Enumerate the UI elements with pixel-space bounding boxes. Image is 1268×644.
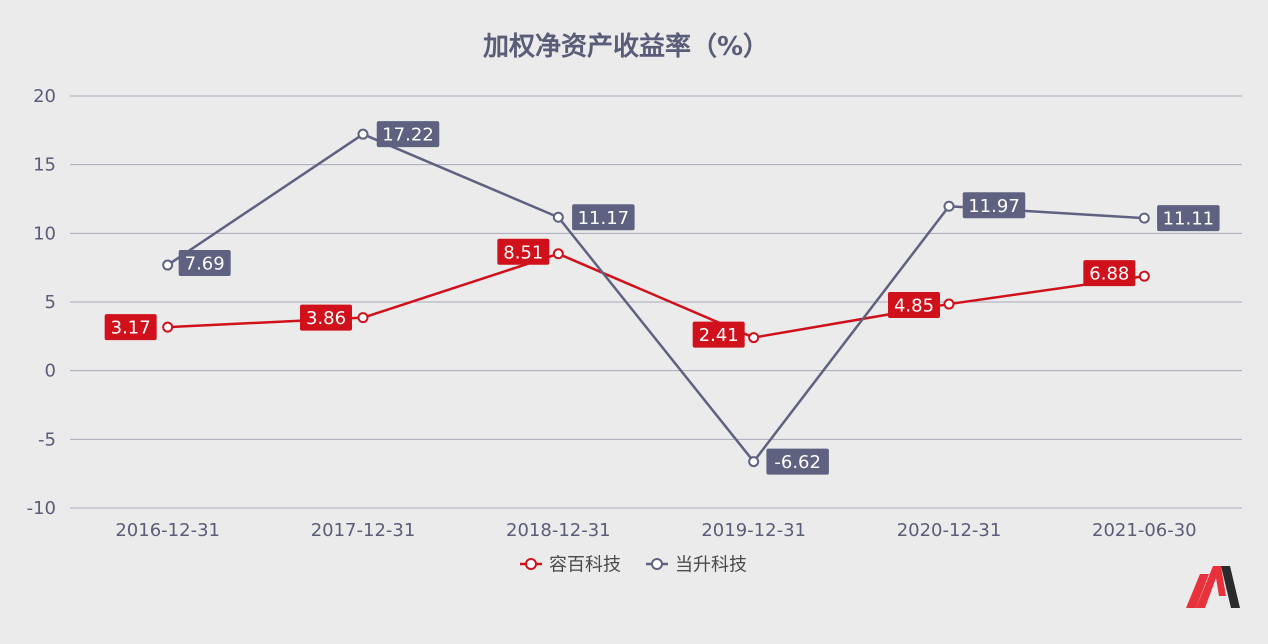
legend-marker <box>525 558 537 570</box>
x-axis: 2016-12-31 2017-12-31 2018-12-31 2019-12-31… <box>115 520 1196 541</box>
data-point <box>552 248 564 260</box>
data-point <box>748 456 760 468</box>
data-label-box <box>692 321 745 348</box>
x-tick-label: 2021-06-30 <box>1092 520 1197 541</box>
data-point <box>1138 212 1150 224</box>
data-label: 7.69 <box>185 254 225 275</box>
y-tick-label: 10 <box>33 223 56 244</box>
data-point <box>943 200 955 212</box>
data-label: 11.97 <box>968 196 1020 217</box>
data-label-box <box>300 304 352 331</box>
x-tick-label: 2017-12-31 <box>311 520 416 541</box>
legend-label: 当升科技 <box>675 555 747 576</box>
data-point <box>357 128 369 140</box>
data-point <box>748 332 760 344</box>
data-label: 3.17 <box>111 318 151 339</box>
data-label: 3.86 <box>306 308 346 329</box>
data-label-box <box>962 192 1026 219</box>
data-label: -6.62 <box>774 452 821 473</box>
data-label: 11.17 <box>578 208 630 229</box>
data-point <box>1138 270 1150 282</box>
data-point <box>162 321 174 333</box>
data-point <box>552 211 564 223</box>
y-axis: 20 15 10 5 0 -5 -10 <box>27 86 56 519</box>
data-label: 4.85 <box>894 296 934 317</box>
x-tick-label: 2019-12-31 <box>701 520 806 541</box>
y-tick-label: 0 <box>45 361 56 382</box>
data-label: 2.41 <box>699 325 739 346</box>
y-tick-label: 5 <box>45 292 56 313</box>
data-label-box <box>888 292 940 319</box>
legend: 容百科技 当升科技 <box>520 555 747 576</box>
series-1: 3.17 3.86 8.51 2.41 4.85 6.88 <box>104 238 1150 348</box>
y-tick-label: 20 <box>33 86 56 107</box>
data-label-box <box>572 204 635 231</box>
data-label: 8.51 <box>503 242 543 263</box>
x-tick-label: 2020-12-31 <box>897 520 1002 541</box>
data-label: 6.88 <box>1089 264 1129 285</box>
data-label: 11.11 <box>1163 209 1215 230</box>
data-label-box <box>497 238 550 265</box>
grid-lines <box>70 95 1242 509</box>
data-label-box <box>104 314 157 341</box>
data-label-box <box>178 250 231 277</box>
data-point <box>357 312 369 324</box>
data-point <box>943 298 955 310</box>
series-group: 3.17 3.86 8.51 2.41 4.85 6.88 7.69 17.22 11.17 -6… <box>104 121 1220 475</box>
data-point <box>162 259 174 271</box>
data-label-box <box>766 448 829 475</box>
data-label-box <box>1157 205 1220 232</box>
y-tick-label: 15 <box>33 155 56 176</box>
series-2: 7.69 17.22 11.17 -6.62 11.97 11.11 <box>162 121 1220 475</box>
y-tick-label: -10 <box>27 498 56 519</box>
legend-label: 容百科技 <box>549 555 621 576</box>
data-label-box <box>1083 260 1136 287</box>
legend-marker <box>651 558 663 570</box>
y-tick-label: -5 <box>38 429 56 450</box>
x-tick-label: 2018-12-31 <box>506 520 611 541</box>
chart-title: 加权净资产收益率（%） <box>483 31 769 62</box>
x-tick-label: 2016-12-31 <box>115 520 220 541</box>
data-label: 17.22 <box>382 125 434 146</box>
data-label-box <box>376 121 440 148</box>
logo-icon <box>1186 566 1240 608</box>
